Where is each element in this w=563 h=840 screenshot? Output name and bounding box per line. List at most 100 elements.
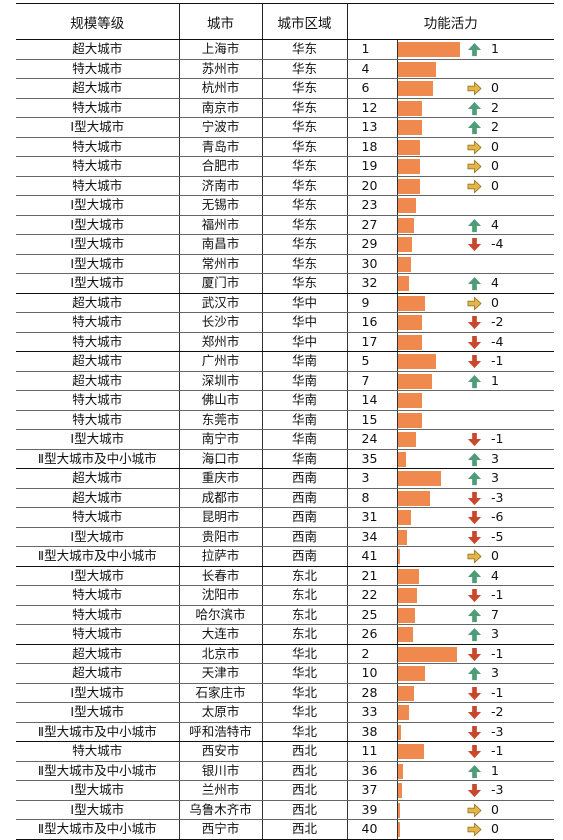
level-cell: 超大城市: [16, 293, 180, 313]
table-row: Ⅰ型大城市 南宁市 华南 24 -1: [16, 429, 554, 450]
arrow-down-icon: [467, 354, 482, 369]
vitality-bar: [397, 178, 420, 194]
table-row: 超大城市 成都市 西南 8 -3: [16, 488, 554, 508]
vitality-bar-cell: [397, 741, 464, 762]
city-cell: 太原市: [179, 702, 263, 723]
rank-change-value: -4: [491, 333, 504, 349]
region-cell: 西北: [262, 780, 348, 801]
city-cell: 贵阳市: [179, 527, 263, 547]
vitality-bar-cell: [397, 761, 464, 781]
city-cell: 银川市: [179, 761, 263, 781]
region-cell: 西南: [262, 488, 348, 508]
rank-change-cell: -5: [464, 527, 554, 547]
region-cell: 华南: [262, 449, 348, 469]
vitality-bar-cell: [397, 566, 464, 586]
arrow-down-icon: [467, 725, 482, 739]
region-cell: 华东: [262, 273, 348, 294]
vitality-bar: [397, 568, 419, 584]
city-cell: 广州市: [179, 351, 263, 372]
rank-change-value: 4: [491, 567, 499, 583]
vitality-bar: [397, 100, 423, 116]
vitality-bar: [397, 549, 400, 564]
rank-change-cell: 0: [464, 156, 554, 177]
rank-cell: 2: [347, 644, 398, 664]
city-cell: 青岛市: [179, 137, 263, 157]
vitality-bar: [397, 646, 458, 662]
arrow-down-icon: [467, 744, 482, 759]
rank-change-value: -1: [491, 684, 504, 700]
arrow-down-icon: [467, 335, 482, 349]
vitality-bar: [397, 295, 426, 311]
level-cell: 特大城市: [16, 156, 180, 177]
rank-cell: 41: [347, 546, 398, 567]
table-row: 超大城市 武汉市 华中 9 0: [16, 293, 554, 313]
city-cell: 昆明市: [179, 507, 263, 528]
rank-change-value: 0: [491, 294, 499, 310]
arrow-up-icon: [467, 42, 482, 57]
level-cell: Ⅰ型大城市: [16, 195, 180, 216]
table-row: 特大城市 昆明市 西南 31 -6: [16, 507, 554, 528]
level-cell: 超大城市: [16, 488, 180, 508]
city-cell: 福州市: [179, 215, 263, 235]
table-row: 特大城市 济南市 华东 20 0: [16, 176, 554, 196]
region-cell: 东北: [262, 605, 348, 625]
level-cell: 特大城市: [16, 176, 180, 196]
vitality-bar: [397, 705, 409, 720]
table-row: Ⅱ型大城市及中小城市 西宁市 西北 40 0: [16, 819, 554, 840]
rank-change-cell: 4: [464, 566, 554, 586]
rank-change-cell: -1: [464, 351, 554, 372]
rank-cell: 35: [347, 449, 398, 469]
region-cell: 华东: [262, 59, 348, 79]
rank-change-value: -3: [491, 723, 504, 739]
rank-change-value: 0: [491, 80, 499, 95]
region-cell: 华南: [262, 410, 348, 430]
vitality-bar: [397, 627, 413, 642]
vitality-bar-cell: [397, 137, 464, 157]
rank-change-value: -3: [491, 782, 504, 797]
arrow-right-icon: [467, 296, 482, 310]
rank-change-cell: -2: [464, 702, 554, 723]
rank-cell: 25: [347, 605, 398, 625]
table-row: Ⅰ型大城市 长春市 东北 21 4: [16, 566, 554, 586]
level-cell: Ⅰ型大城市: [16, 527, 180, 547]
rank-change-value: 2: [491, 119, 499, 134]
vitality-bar: [397, 490, 430, 506]
level-cell: Ⅰ型大城市: [16, 215, 180, 235]
arrow-up-icon: [467, 627, 482, 642]
rank-change-cell: [464, 390, 554, 411]
table-row: 超大城市 北京市 华北 2 -1: [16, 644, 554, 664]
vitality-bar-cell: [397, 156, 464, 177]
vitality-bar: [397, 724, 401, 740]
rank-cell: 6: [347, 78, 398, 99]
rank-change-value: 2: [491, 99, 499, 115]
arrow-down-icon: [467, 686, 482, 700]
city-cell: 长春市: [179, 566, 263, 586]
region-cell: 华南: [262, 390, 348, 411]
header-city: 城市: [179, 3, 263, 40]
rank-change-cell: [464, 59, 554, 79]
rank-change-value: 4: [491, 216, 499, 232]
rank-cell: 40: [347, 819, 398, 840]
vitality-bar-cell: [397, 332, 464, 352]
vitality-bar: [397, 393, 423, 408]
rank-change-value: 0: [491, 548, 499, 563]
arrow-up-icon: [467, 452, 482, 466]
vitality-bar: [397, 432, 417, 447]
rank-cell: 5: [347, 351, 398, 372]
region-cell: 华东: [262, 39, 348, 60]
rank-change-cell: 1: [464, 39, 554, 60]
rank-change-value: -5: [491, 528, 504, 544]
vitality-bar: [397, 451, 406, 467]
rank-cell: 14: [347, 390, 398, 411]
vitality-bar-cell: [397, 644, 464, 664]
vitality-bar: [397, 61, 436, 77]
table-row: 特大城市 大连市 东北 26 3: [16, 624, 554, 645]
rank-cell: 19: [347, 156, 398, 177]
rank-change-cell: 3: [464, 663, 554, 684]
region-cell: 华东: [262, 176, 348, 196]
rank-change-cell: [464, 254, 554, 274]
rank-cell: 36: [347, 761, 398, 781]
arrow-down-icon: [467, 647, 482, 661]
table-row: 特大城市 佛山市 华南 14: [16, 390, 554, 411]
level-cell: Ⅱ型大城市及中小城市: [16, 449, 180, 469]
